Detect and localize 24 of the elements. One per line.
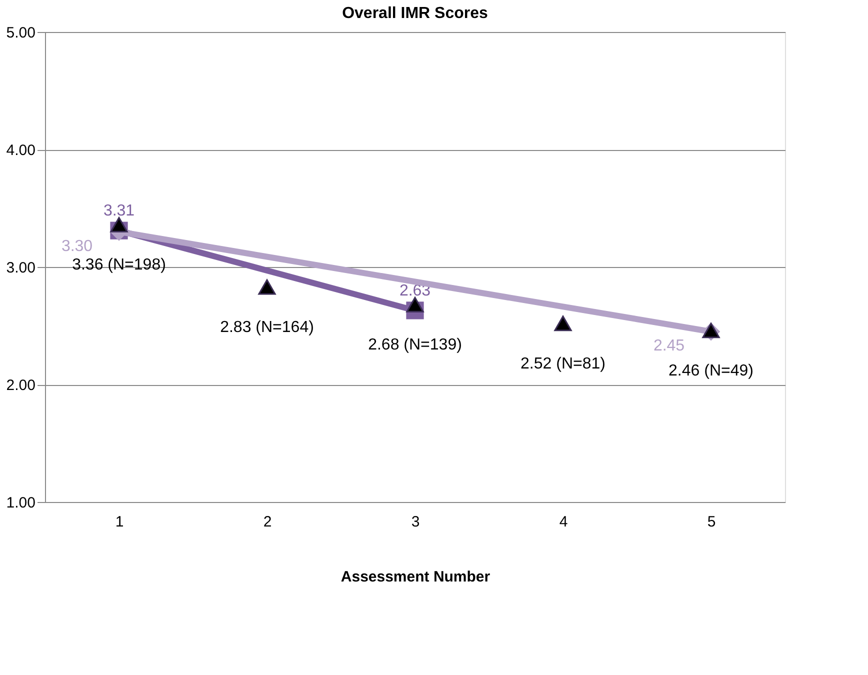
data-label: 2.52 (N=81)	[520, 355, 606, 372]
y-tick-label: 4.00	[6, 142, 36, 159]
y-tick-label: 1.00	[6, 494, 36, 512]
point	[406, 296, 424, 312]
point	[554, 316, 572, 332]
data-label: 3.30	[61, 238, 93, 255]
data-label: 3.36 (N=198)	[72, 256, 166, 274]
data-label: 2.68 (N=139)	[368, 336, 462, 354]
data-label: 2.83 (N=164)	[220, 318, 314, 336]
x-tick-label: 3	[411, 514, 420, 530]
x-tick-label: 4	[559, 514, 568, 530]
y-tick-label: 2.00	[6, 377, 36, 394]
x-tick-label: 2	[263, 514, 272, 530]
data-label: 3.31	[103, 202, 135, 220]
chart-title: Overall IMR Scores	[342, 5, 488, 22]
point	[110, 216, 128, 232]
x-axis-title: Assessment Number	[340, 568, 490, 586]
y-tick-label: 5.00	[6, 24, 36, 42]
x-tick-label: 5	[707, 514, 716, 530]
data-label: 2.45	[653, 338, 685, 355]
point	[258, 279, 276, 295]
data-label: 2.46 (N=49)	[668, 362, 754, 380]
y-tick-label: 3.00	[6, 260, 36, 276]
x-tick-label: 1	[115, 514, 124, 530]
